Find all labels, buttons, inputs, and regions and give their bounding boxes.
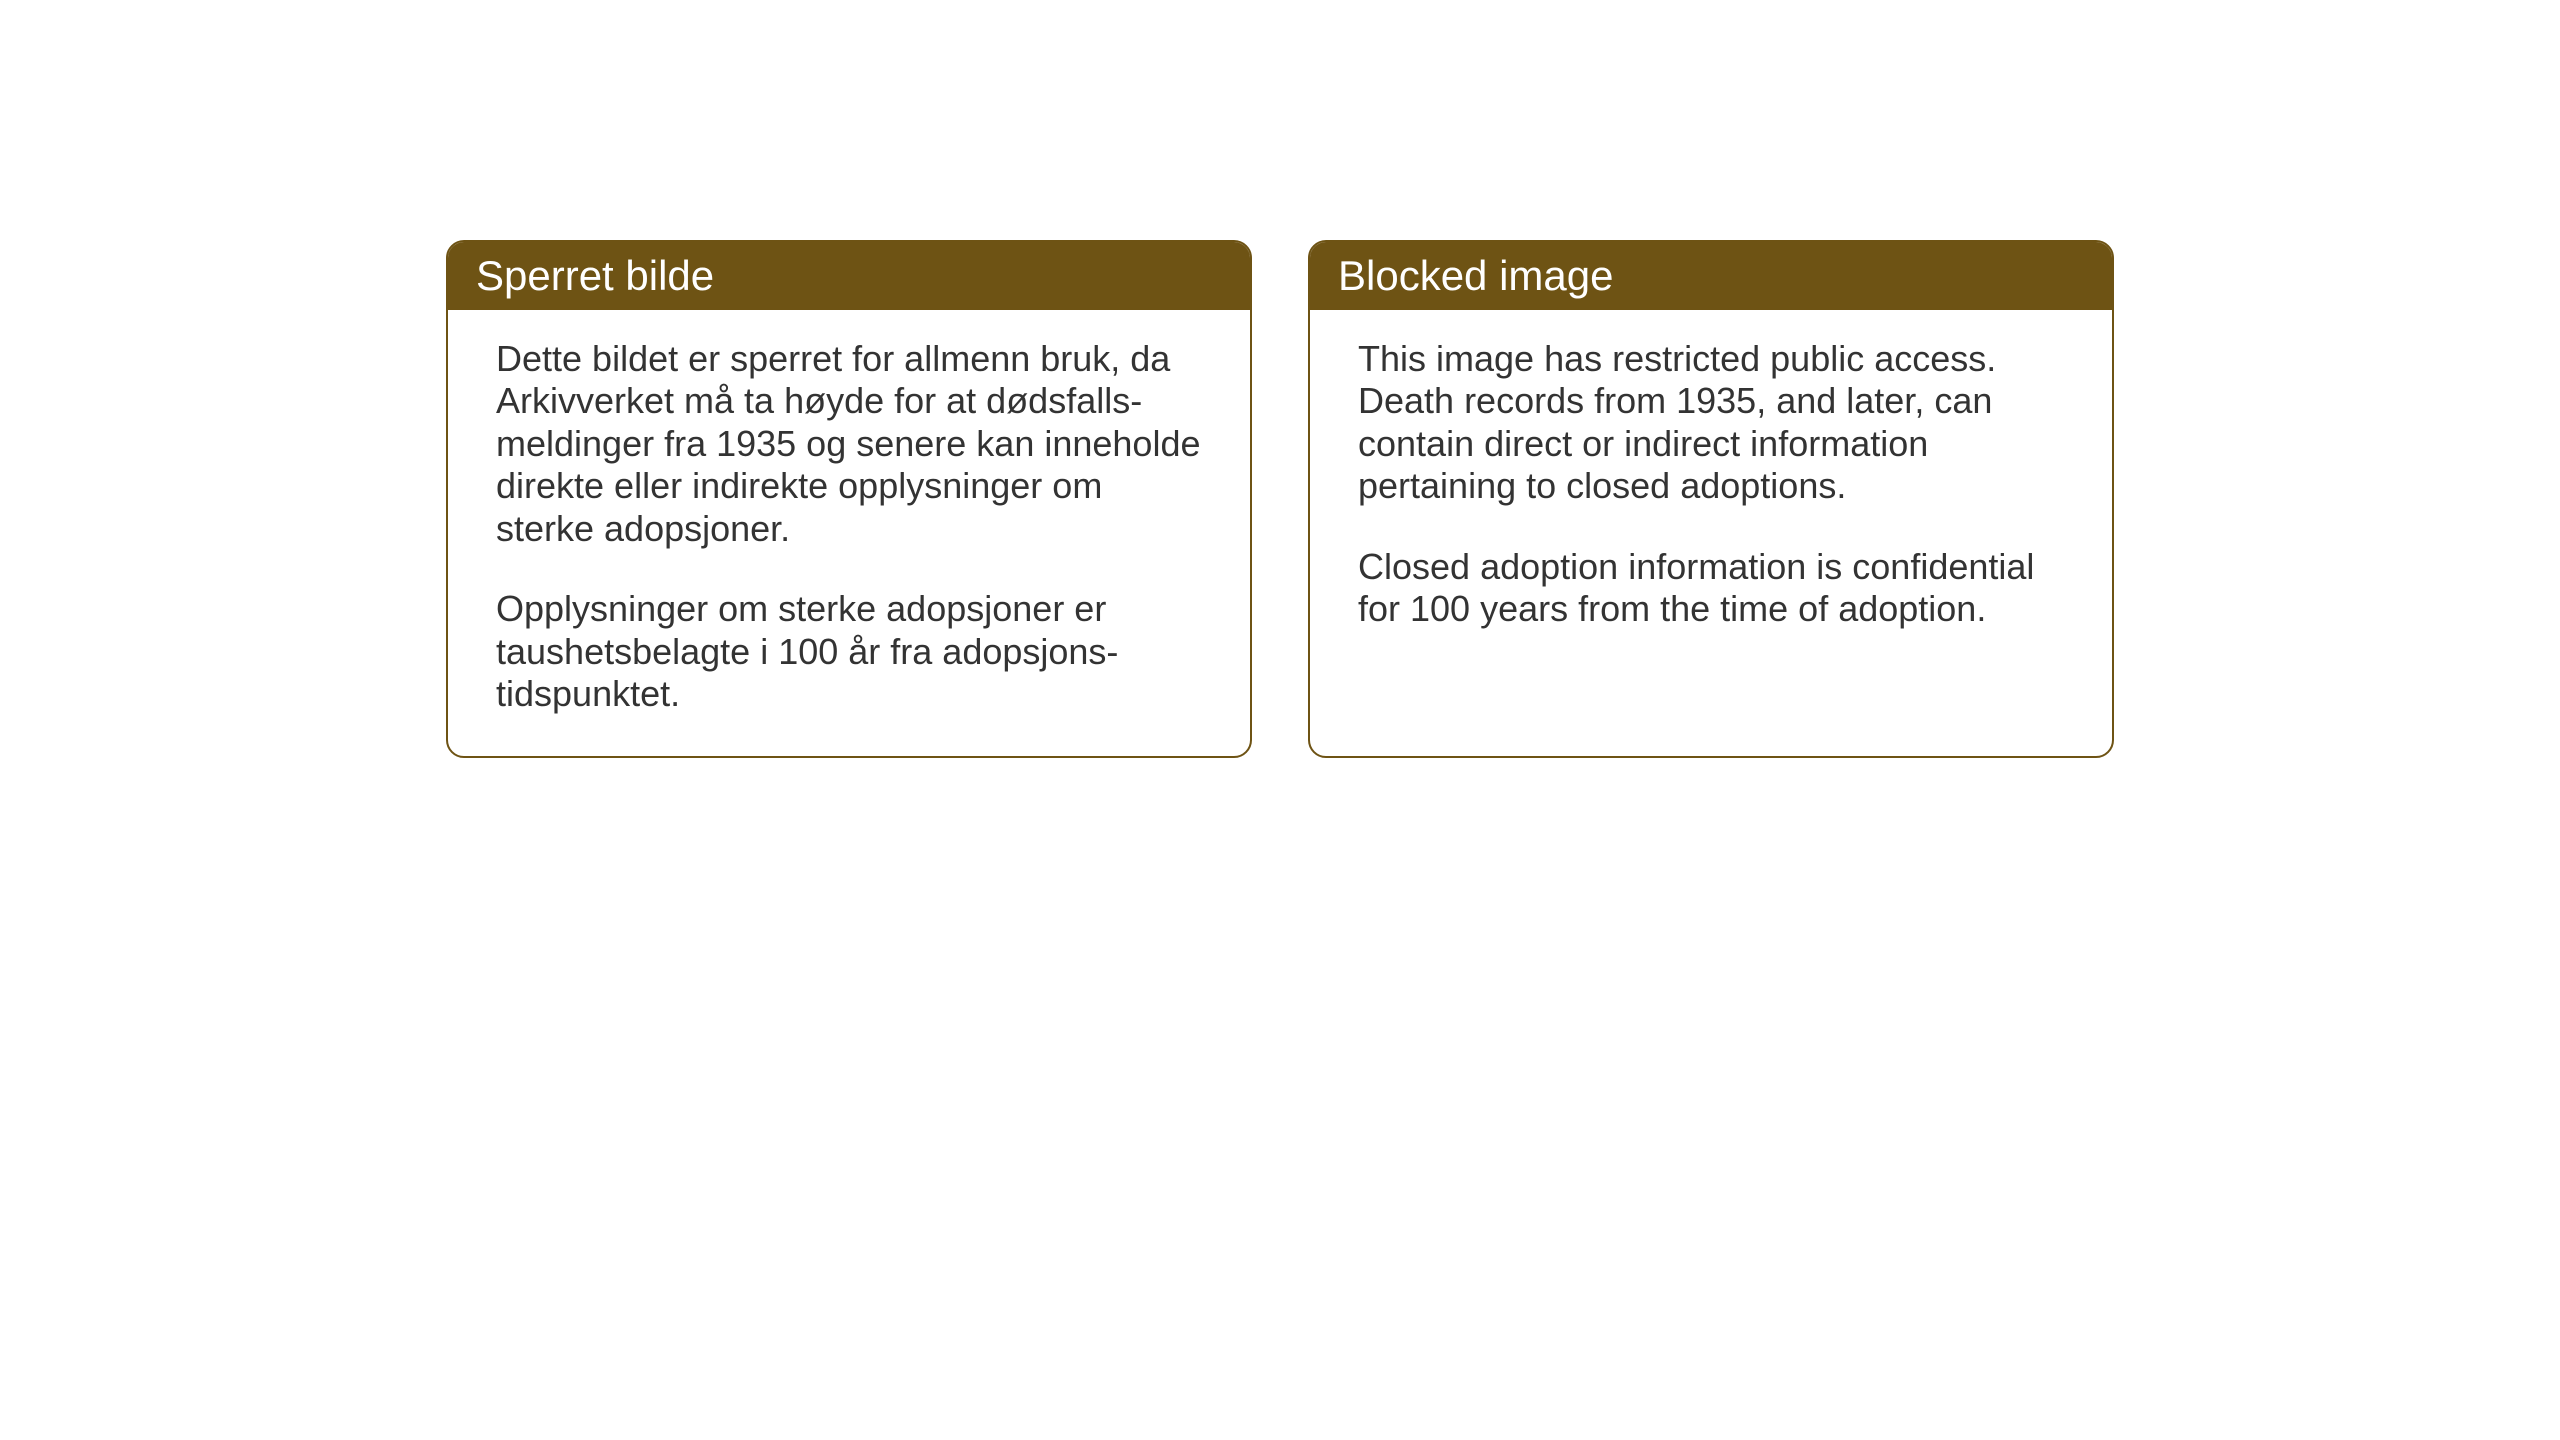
english-notice-card: Blocked image This image has restricted … xyxy=(1308,240,2114,758)
english-paragraph-2: Closed adoption information is confident… xyxy=(1358,546,2064,631)
english-card-body: This image has restricted public access.… xyxy=(1310,310,2112,671)
notice-cards-container: Sperret bilde Dette bildet er sperret fo… xyxy=(446,240,2114,758)
norwegian-card-body: Dette bildet er sperret for allmenn bruk… xyxy=(448,310,1250,756)
english-card-title: Blocked image xyxy=(1310,242,2112,310)
norwegian-paragraph-2: Opplysninger om sterke adopsjoner er tau… xyxy=(496,588,1202,715)
english-paragraph-1: This image has restricted public access.… xyxy=(1358,338,2064,508)
norwegian-card-title: Sperret bilde xyxy=(448,242,1250,310)
norwegian-notice-card: Sperret bilde Dette bildet er sperret fo… xyxy=(446,240,1252,758)
norwegian-paragraph-1: Dette bildet er sperret for allmenn bruk… xyxy=(496,338,1202,550)
